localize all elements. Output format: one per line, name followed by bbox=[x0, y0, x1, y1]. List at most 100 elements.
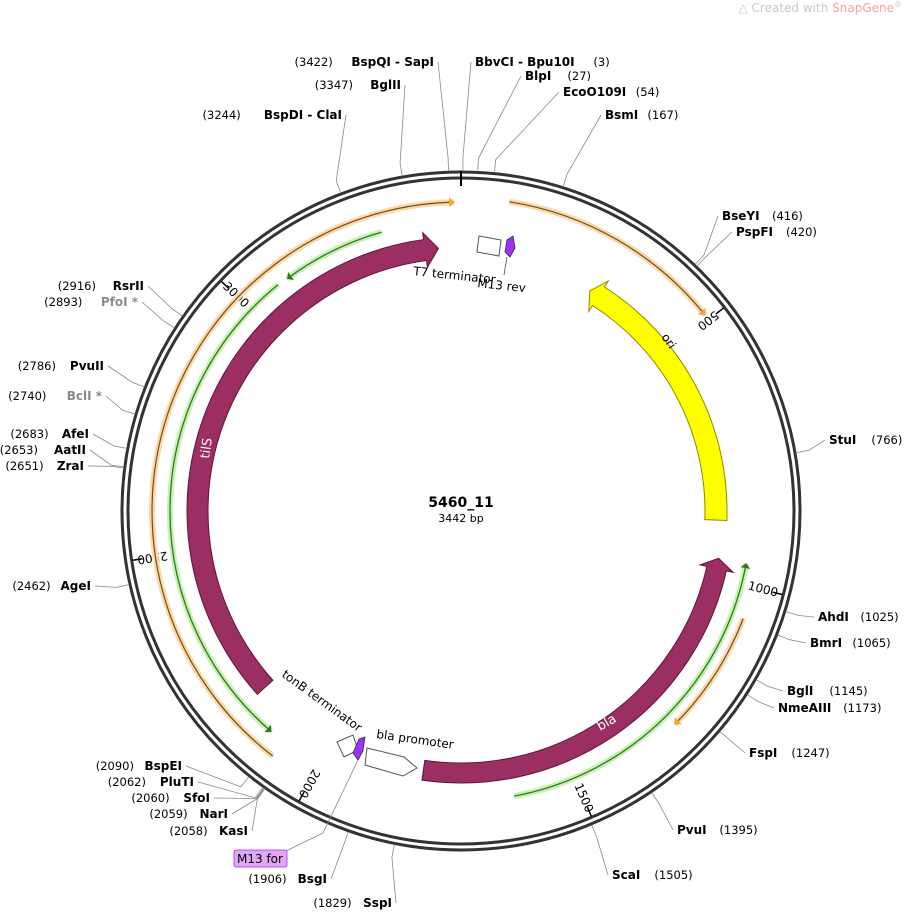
enzyme-position: (3) bbox=[593, 55, 609, 69]
enzyme-leader-2 bbox=[335, 114, 347, 194]
enzyme-site[interactable]: AfeI (2683) bbox=[10, 427, 89, 441]
enzyme-position: (2060) bbox=[131, 791, 169, 805]
enzyme-site[interactable]: FspI (1247) bbox=[749, 746, 830, 760]
enzyme-name: ScaI bbox=[612, 868, 640, 882]
watermark-mark: ® bbox=[894, 0, 902, 9]
enzyme-site[interactable]: BspDI - ClaI (3244) bbox=[203, 108, 342, 122]
ori-feature[interactable] bbox=[588, 279, 728, 521]
enzyme-site[interactable]: NmeAIII (1173) bbox=[778, 701, 881, 715]
enzyme-position: (420) bbox=[786, 225, 817, 239]
t7-terminator-box[interactable] bbox=[476, 235, 502, 257]
enzyme-name: BsmI bbox=[605, 108, 638, 122]
enzyme-site[interactable]: ScaI (1505) bbox=[612, 868, 693, 882]
enzyme-position: (1829) bbox=[313, 896, 351, 910]
enzyme-site[interactable]: BglII (3347) bbox=[315, 78, 401, 92]
enzyme-name: AfeI bbox=[62, 427, 89, 441]
bla-feature[interactable] bbox=[421, 557, 735, 784]
enzyme-position: (2062) bbox=[108, 775, 146, 789]
enzyme-site[interactable]: SspI (1829) bbox=[313, 896, 392, 910]
orange-arc-top-right-core bbox=[509, 201, 706, 316]
enzyme-site[interactable]: ZraI (2651) bbox=[5, 459, 84, 473]
green-arc-upper-core bbox=[286, 231, 382, 280]
enzyme-site[interactable]: BsgI (1906) bbox=[248, 872, 327, 886]
enzyme-leader-28 bbox=[105, 395, 136, 415]
enzyme-site[interactable]: EcoO109I (54) bbox=[563, 85, 659, 99]
enzyme-site[interactable]: BseYI (416) bbox=[722, 209, 803, 223]
enzyme-name: PfoI * bbox=[101, 295, 139, 309]
enzyme-name: NarI bbox=[199, 807, 228, 821]
enzyme-leader-4 bbox=[477, 75, 522, 172]
enzyme-site[interactable]: PvuI (1395) bbox=[677, 823, 758, 837]
enzyme-site[interactable]: PspFI (420) bbox=[736, 225, 817, 239]
enzyme-leader-30 bbox=[141, 301, 175, 329]
green-arc-left-core bbox=[169, 284, 279, 733]
green-arc-lower-right-core bbox=[514, 563, 747, 797]
m13-rev-label: M13 rev bbox=[477, 276, 527, 295]
enzyme-site[interactable]: AatII (2653) bbox=[0, 443, 86, 457]
enzyme-leader-21 bbox=[213, 787, 265, 799]
enzyme-site[interactable]: BspEI (2090) bbox=[96, 759, 182, 773]
enzyme-name: AgeI bbox=[61, 579, 91, 593]
enzyme-name: BbvCI - Bpu10I bbox=[475, 55, 575, 69]
green-arcs bbox=[167, 229, 750, 800]
tick-mark-2500 bbox=[132, 557, 143, 561]
bla-promoter-arrow[interactable] bbox=[364, 747, 418, 777]
snapgene-logo-icon: △ bbox=[738, 1, 748, 15]
enzyme-leader-3 bbox=[462, 61, 472, 171]
enzyme-position: (1145) bbox=[829, 684, 867, 698]
enzyme-site[interactable]: BbvCI - Bpu10I (3) bbox=[475, 55, 610, 69]
orange-arcs bbox=[149, 198, 747, 759]
enzyme-leader-18 bbox=[330, 831, 349, 880]
tick-label-1500: 1500 bbox=[572, 781, 597, 815]
enzyme-leader-27 bbox=[92, 433, 127, 449]
tick-label-1000: 1000 bbox=[746, 578, 779, 599]
enzyme-site[interactable]: PfoI * (2893) bbox=[44, 295, 139, 309]
enzyme-position: (1906) bbox=[248, 872, 286, 886]
enzyme-site[interactable]: AgeI (2462) bbox=[12, 579, 91, 593]
enzyme-name: SfoI bbox=[183, 791, 210, 805]
enzyme-site[interactable]: NarI (2059) bbox=[149, 807, 228, 821]
orange-arc-head-1 bbox=[698, 307, 706, 316]
tilS-feature[interactable] bbox=[186, 231, 440, 696]
enzyme-name: AatII bbox=[54, 443, 86, 457]
enzyme-site[interactable]: BsmI (167) bbox=[605, 108, 678, 122]
orange-arc-head-2 bbox=[449, 197, 455, 208]
enzyme-name: FspI bbox=[749, 746, 777, 760]
enzyme-site[interactable]: PluTI (2062) bbox=[108, 775, 194, 789]
tick-label-2000: 2000 bbox=[296, 767, 323, 800]
enzyme-leader-24 bbox=[94, 584, 130, 588]
m13-rev-primer[interactable] bbox=[504, 235, 516, 258]
enzyme-leader-29 bbox=[107, 365, 145, 388]
m13-for-primer[interactable] bbox=[352, 736, 366, 761]
enzyme-leader-19 bbox=[251, 788, 266, 832]
enzyme-name: NmeAIII bbox=[778, 701, 831, 715]
enzyme-position: (3244) bbox=[203, 108, 241, 122]
enzyme-position: (2740) bbox=[8, 389, 46, 403]
enzyme-site[interactable]: BmrI (1065) bbox=[810, 636, 891, 650]
enzyme-site[interactable]: BspQI - SapI (3422) bbox=[295, 55, 434, 69]
enzyme-leader-20 bbox=[231, 788, 265, 815]
enzyme-site[interactable]: BglI (1145) bbox=[787, 684, 868, 698]
enzyme-site[interactable]: AhdI (1025) bbox=[818, 610, 899, 624]
enzyme-site[interactable]: PvuII (2786) bbox=[18, 359, 104, 373]
m13-for-badge[interactable] bbox=[233, 849, 288, 868]
enzyme-name: PvuII bbox=[70, 359, 104, 373]
enzyme-site[interactable]: BlpI (27) bbox=[525, 69, 591, 83]
enzyme-position: (2683) bbox=[10, 427, 48, 441]
enzyme-site[interactable]: SfoI (2060) bbox=[131, 791, 210, 805]
orange-arc-head-3 bbox=[674, 717, 682, 725]
enzyme-site[interactable]: RsrII (2916) bbox=[58, 279, 144, 293]
enzyme-leader-8 bbox=[696, 231, 733, 267]
plasmid-name: 5460_11 bbox=[428, 495, 493, 511]
enzyme-name: BclI * bbox=[67, 389, 103, 403]
enzyme-site[interactable]: StuI (766) bbox=[829, 433, 902, 447]
enzyme-site[interactable]: BclI * (2740) bbox=[8, 389, 103, 403]
enzyme-name: BseYI bbox=[722, 209, 760, 223]
enzyme-leader-0 bbox=[437, 61, 449, 172]
enzyme-leader-31 bbox=[147, 285, 183, 317]
enzyme-site[interactable]: KasI (2058) bbox=[169, 824, 248, 838]
enzyme-name: RsrII bbox=[113, 279, 144, 293]
watermark-brand: SnapGene bbox=[832, 1, 894, 15]
tick-mark-500 bbox=[715, 307, 725, 315]
bla-promoter-label: bla promoter bbox=[376, 727, 455, 752]
